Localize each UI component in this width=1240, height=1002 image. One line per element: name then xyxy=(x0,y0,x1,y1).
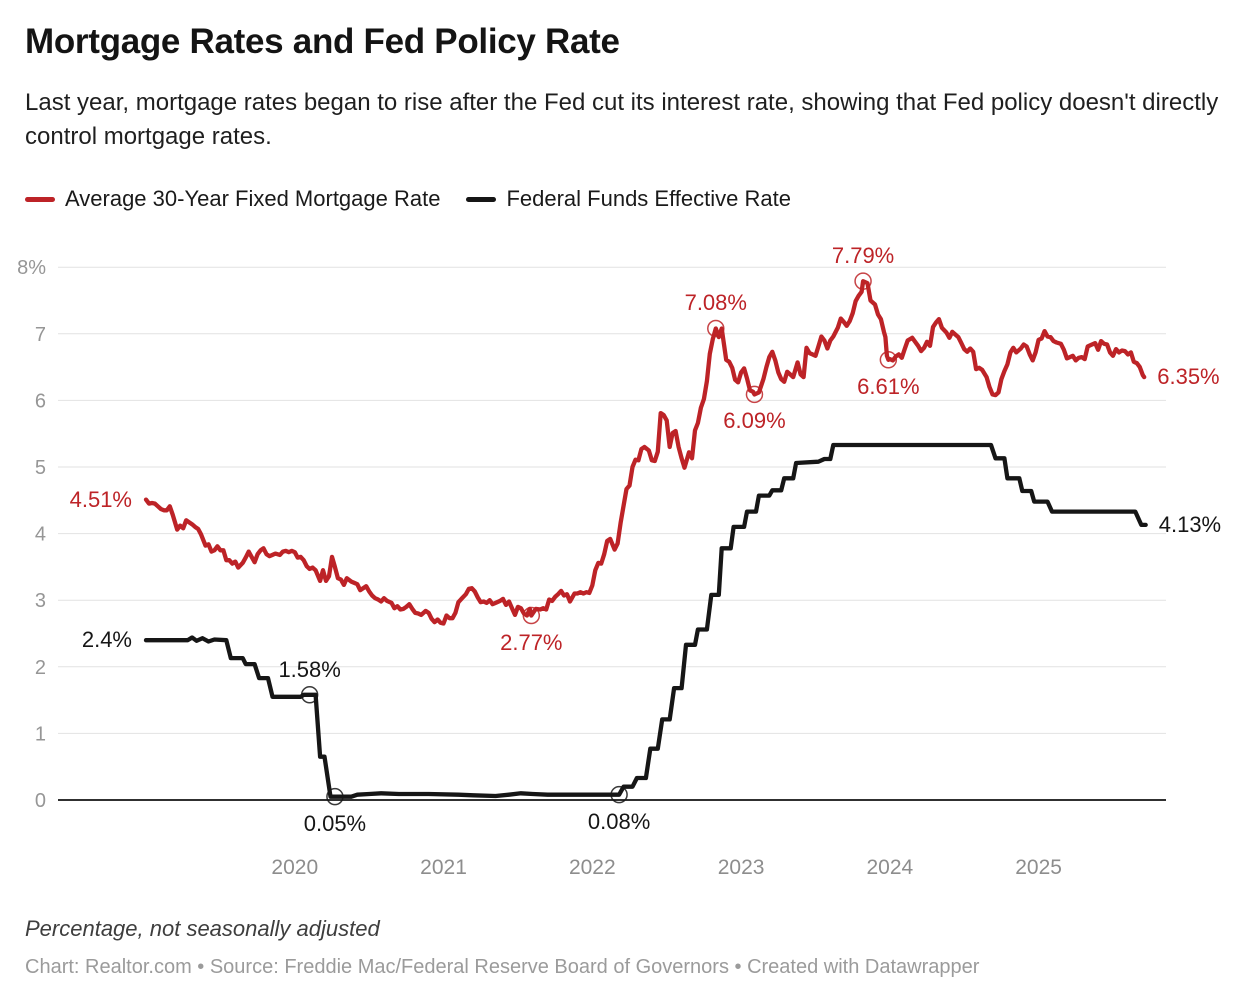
annotation-label: 6.61% xyxy=(857,373,920,399)
x-tick-label: 2021 xyxy=(420,856,467,879)
point-marker xyxy=(854,272,872,290)
x-tick-label: 2022 xyxy=(569,856,616,879)
y-tick-label: 1 xyxy=(35,723,46,745)
legend-label-fed-funds: Federal Funds Effective Rate xyxy=(506,186,791,211)
legend-label-mortgage-rate: Average 30-Year Fixed Mortgage Rate xyxy=(65,186,441,211)
annotation-label: 2.77% xyxy=(500,629,563,655)
annotation-label: 4.13% xyxy=(1158,511,1222,537)
point-marker xyxy=(326,787,344,806)
annotation-label: 7.79% xyxy=(831,243,895,269)
legend: Average 30-Year Fixed Mortgage Rate Fede… xyxy=(25,186,791,212)
y-tick-label: 8% xyxy=(17,257,46,279)
x-tick-label: 2024 xyxy=(866,856,913,879)
annotation-label: 6.35% xyxy=(1157,364,1220,390)
legend-item-fed-funds: Federal Funds Effective Rate xyxy=(466,186,791,212)
legend-swatch-fed-funds xyxy=(466,196,497,202)
annotation-label: 6.09% xyxy=(723,408,786,434)
y-tick-label: 6 xyxy=(35,390,46,412)
x-tick-label: 2023 xyxy=(718,856,765,879)
chart-note: Percentage, not seasonally adjusted xyxy=(25,916,380,941)
point-marker xyxy=(745,385,764,404)
legend-swatch-mortgage-rate xyxy=(25,196,55,202)
y-tick-label: 7 xyxy=(35,324,46,346)
point-marker xyxy=(522,606,541,625)
annotation-label: 2.4% xyxy=(81,627,132,653)
point-marker xyxy=(610,785,628,804)
annotation-label: 4.51% xyxy=(69,486,132,512)
annotation-label: 1.58% xyxy=(278,656,341,682)
y-tick-label: 4 xyxy=(35,524,46,546)
point-marker xyxy=(879,351,898,369)
annotation-label: 0.08% xyxy=(587,808,651,834)
x-tick-label: 2025 xyxy=(1015,856,1062,879)
annotation-label: 7.08% xyxy=(684,290,747,316)
y-tick-label: 5 xyxy=(35,457,46,479)
series-line-fed-funds xyxy=(143,442,1148,799)
x-tick-label: 2020 xyxy=(271,856,318,879)
y-tick-label: 0 xyxy=(35,790,46,812)
point-marker xyxy=(300,686,319,704)
y-tick-label: 2 xyxy=(35,657,46,679)
point-marker xyxy=(707,319,725,338)
chart-byline: Chart: Realtor.com • Source: Freddie Mac… xyxy=(25,956,980,978)
y-tick-label: 3 xyxy=(35,590,46,612)
page-title: Mortgage Rates and Fed Policy Rate xyxy=(25,22,620,61)
series-line-mortgage-rate xyxy=(143,279,1147,626)
chart-subtitle: Last year, mortgage rates began to rise … xyxy=(25,89,1219,151)
legend-item-mortgage-rate: Average 30-Year Fixed Mortgage Rate xyxy=(25,186,440,212)
annotation-label: 0.05% xyxy=(303,810,367,836)
